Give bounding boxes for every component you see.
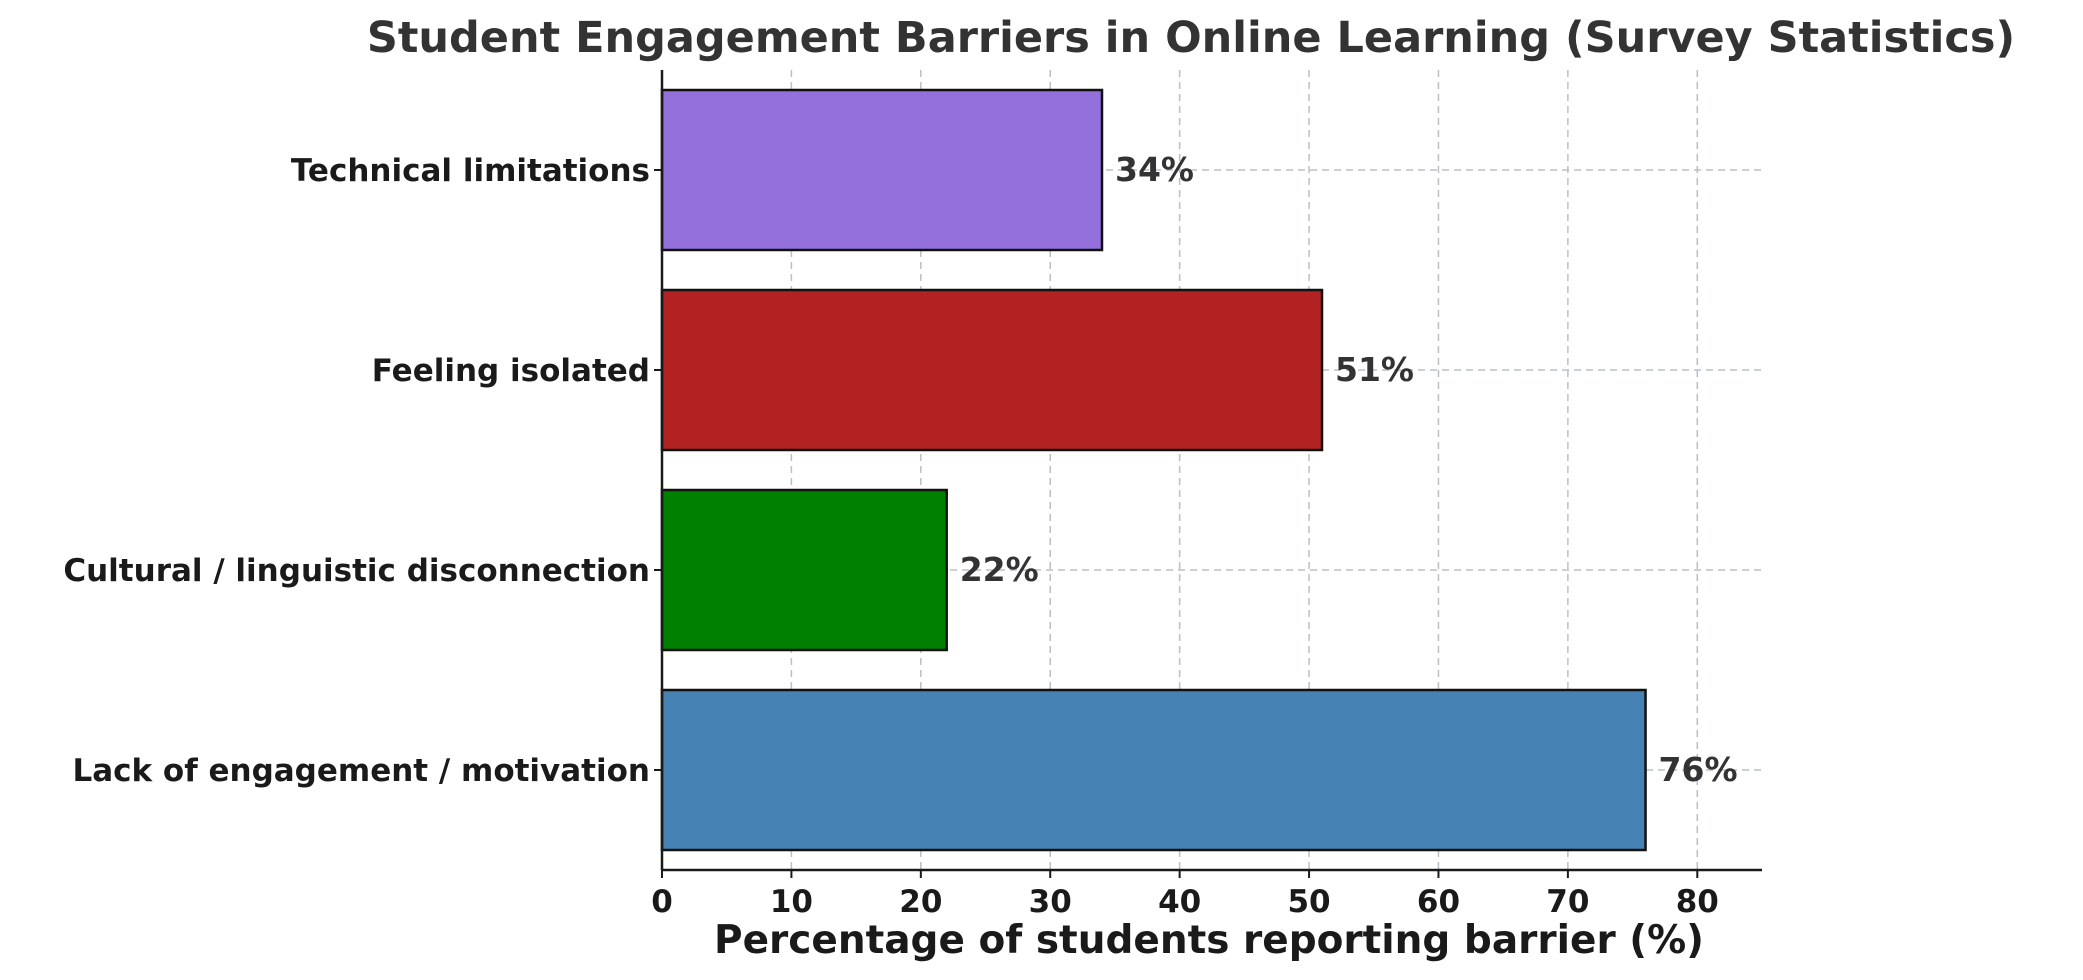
bar-value-label: 22%	[960, 550, 1039, 589]
x-tick-label: 80	[1676, 884, 1719, 920]
x-tick-label: 60	[1417, 884, 1460, 920]
category-label: Feeling isolated	[372, 353, 650, 389]
x-tick-label: 30	[1029, 884, 1072, 920]
data-labels: 76% 22% 51% 34%	[960, 150, 1738, 789]
category-label: Lack of engagement / motivation	[72, 753, 650, 789]
axes	[660, 70, 1762, 872]
x-tick-label: 0	[651, 884, 673, 920]
x-tick-label: 50	[1287, 884, 1330, 920]
chart-title: Student Engagement Barriers in Online Le…	[367, 13, 2015, 63]
x-tick-label: 20	[899, 884, 942, 920]
bar	[660, 88, 1104, 252]
bar-value-label: 76%	[1659, 750, 1738, 789]
category-label: Cultural / linguistic disconnection	[63, 553, 650, 589]
bar	[660, 488, 948, 652]
bar-value-label: 34%	[1115, 150, 1194, 189]
x-tick-label: 10	[770, 884, 813, 920]
x-axis-label: Percentage of students reporting barrier…	[714, 918, 1704, 963]
bar-value-label: 51%	[1335, 350, 1414, 389]
x-tick-label: 70	[1546, 884, 1589, 920]
category-label: Technical limitations	[291, 153, 650, 189]
x-ticks: 0 10 20 30 40 50 60 70 80	[651, 169, 1719, 920]
bar	[660, 288, 1324, 452]
x-tick-label: 40	[1158, 884, 1201, 920]
bars	[660, 88, 1647, 852]
category-labels: Lack of engagement / motivation Cultural …	[63, 153, 650, 789]
bar	[660, 688, 1647, 852]
